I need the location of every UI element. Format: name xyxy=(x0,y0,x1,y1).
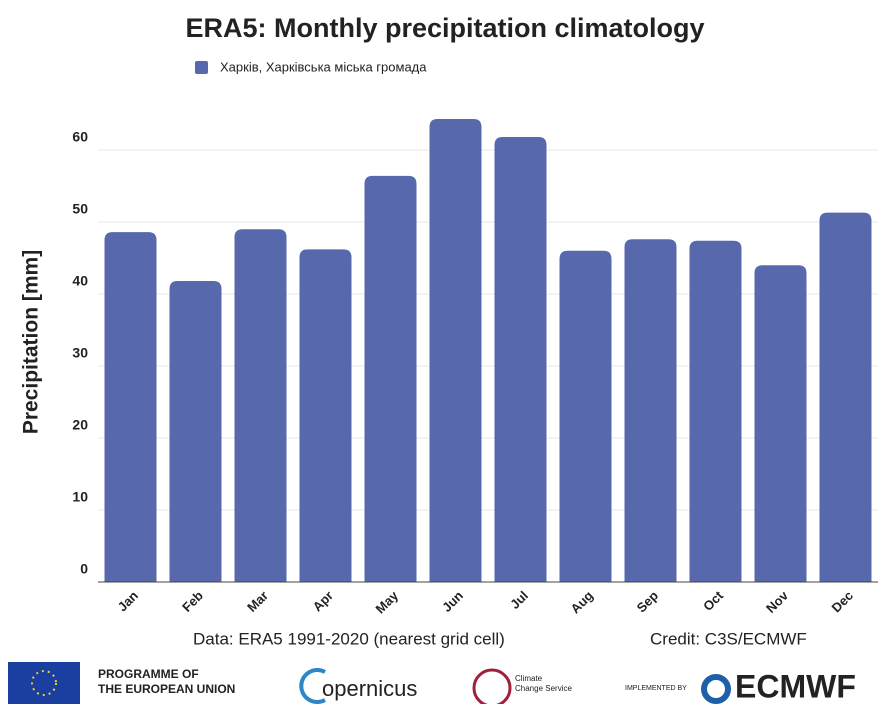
x-tick-label: Nov xyxy=(763,587,792,616)
source-note: Data: ERA5 1991-2020 (nearest grid cell) xyxy=(193,629,505,648)
copernicus-c xyxy=(299,668,326,704)
x-tick-label: Jul xyxy=(507,588,531,612)
bar xyxy=(234,229,287,582)
c3s-text: Change Service xyxy=(515,684,572,693)
x-tick-label: Mar xyxy=(244,588,271,615)
bar xyxy=(169,281,222,582)
c3s-text: Climate xyxy=(515,674,543,683)
y-tick-label: 0 xyxy=(80,561,88,577)
x-tick-label: Apr xyxy=(310,588,336,614)
copernicus-text: opernicus xyxy=(322,676,417,701)
bar xyxy=(559,250,612,583)
x-tick-label: Oct xyxy=(700,587,726,613)
y-tick-label: 40 xyxy=(72,273,88,289)
credit-note: Credit: C3S/ECMWF xyxy=(650,629,807,648)
eu-text: THE EUROPEAN UNION xyxy=(98,682,235,696)
x-tick-label: Jan xyxy=(115,588,141,614)
chart-title: ERA5: Monthly precipitation climatology xyxy=(185,13,704,43)
eu-stars xyxy=(31,670,57,696)
implemented-text: IMPLEMENTED BY xyxy=(625,685,687,692)
eu-flag xyxy=(8,662,80,704)
bar xyxy=(689,240,742,582)
y-tick-label: 50 xyxy=(72,201,88,217)
bar xyxy=(299,249,352,583)
legend-label: Харків, Харківська міська громада xyxy=(220,59,427,74)
c3s-icon xyxy=(472,668,512,704)
legend-swatch xyxy=(195,61,208,74)
bar xyxy=(754,265,807,582)
ecmwf-icon xyxy=(701,674,731,704)
x-tick-label: Dec xyxy=(829,588,856,615)
bar xyxy=(364,175,417,583)
x-tick-label: Feb xyxy=(179,588,206,615)
bar xyxy=(429,119,482,582)
x-tick-label: Jun xyxy=(439,588,466,615)
eu-text: PROGRAMME OF xyxy=(98,667,199,681)
y-axis-label: Precipitation [mm] xyxy=(20,250,43,434)
ecmwf-text: ECMWF xyxy=(735,668,856,704)
y-tick-label: 60 xyxy=(72,129,88,145)
x-tick-label: Aug xyxy=(568,588,597,617)
bar xyxy=(494,137,547,583)
x-tick-label: May xyxy=(373,587,402,616)
y-tick-label: 20 xyxy=(72,417,88,433)
x-tick-label: Sep xyxy=(634,588,662,616)
bar xyxy=(624,239,677,582)
y-tick-label: 30 xyxy=(72,345,88,361)
bar xyxy=(104,232,157,582)
bar xyxy=(819,212,872,582)
y-tick-label: 10 xyxy=(72,489,88,505)
